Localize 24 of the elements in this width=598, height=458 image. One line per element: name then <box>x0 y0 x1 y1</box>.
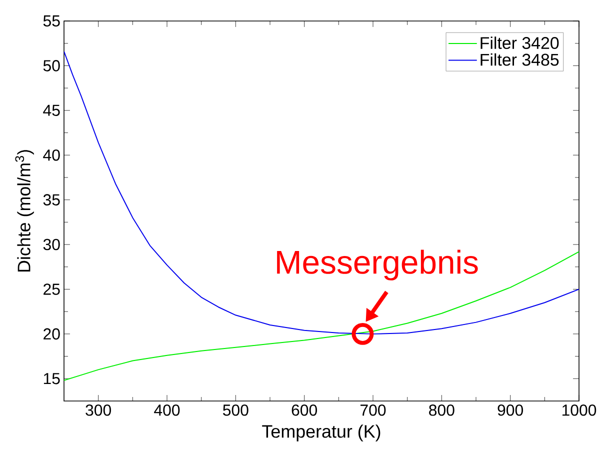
x-tick-label: 800 <box>429 404 454 416</box>
line-series <box>64 251 580 381</box>
y-tick-label: 50 <box>43 60 60 72</box>
y-tick-label: 40 <box>43 149 60 161</box>
y-tick-label: 45 <box>43 104 60 116</box>
y-tick-label: 20 <box>44 328 60 340</box>
x-tick-label: 300 <box>86 404 111 416</box>
y-tick-label: 35 <box>43 194 60 206</box>
y-tick-label: 30 <box>43 238 60 250</box>
x-tick-label: 1000 <box>562 404 596 416</box>
x-tick-label: 500 <box>223 404 248 416</box>
y-tick-label: 55 <box>43 15 60 27</box>
y-axis-title: Dichte (mol/m$^{3}$) <box>15 150 34 272</box>
line-series <box>64 50 580 334</box>
x-tick-label: 600 <box>292 404 317 416</box>
y-tick-label: 15 <box>44 373 60 384</box>
legend-label: Filter 3420 <box>480 36 559 50</box>
legend-label: Filter 3485 <box>480 53 559 66</box>
annotation: Messergebnis <box>277 250 478 280</box>
x-axis-title: Temperatur (K) <box>262 424 380 442</box>
x-tick-label: 900 <box>498 404 523 416</box>
x-tick-label: 400 <box>154 404 180 416</box>
y-tick-label: 25 <box>44 284 60 295</box>
x-tick-label: 700 <box>360 404 386 416</box>
